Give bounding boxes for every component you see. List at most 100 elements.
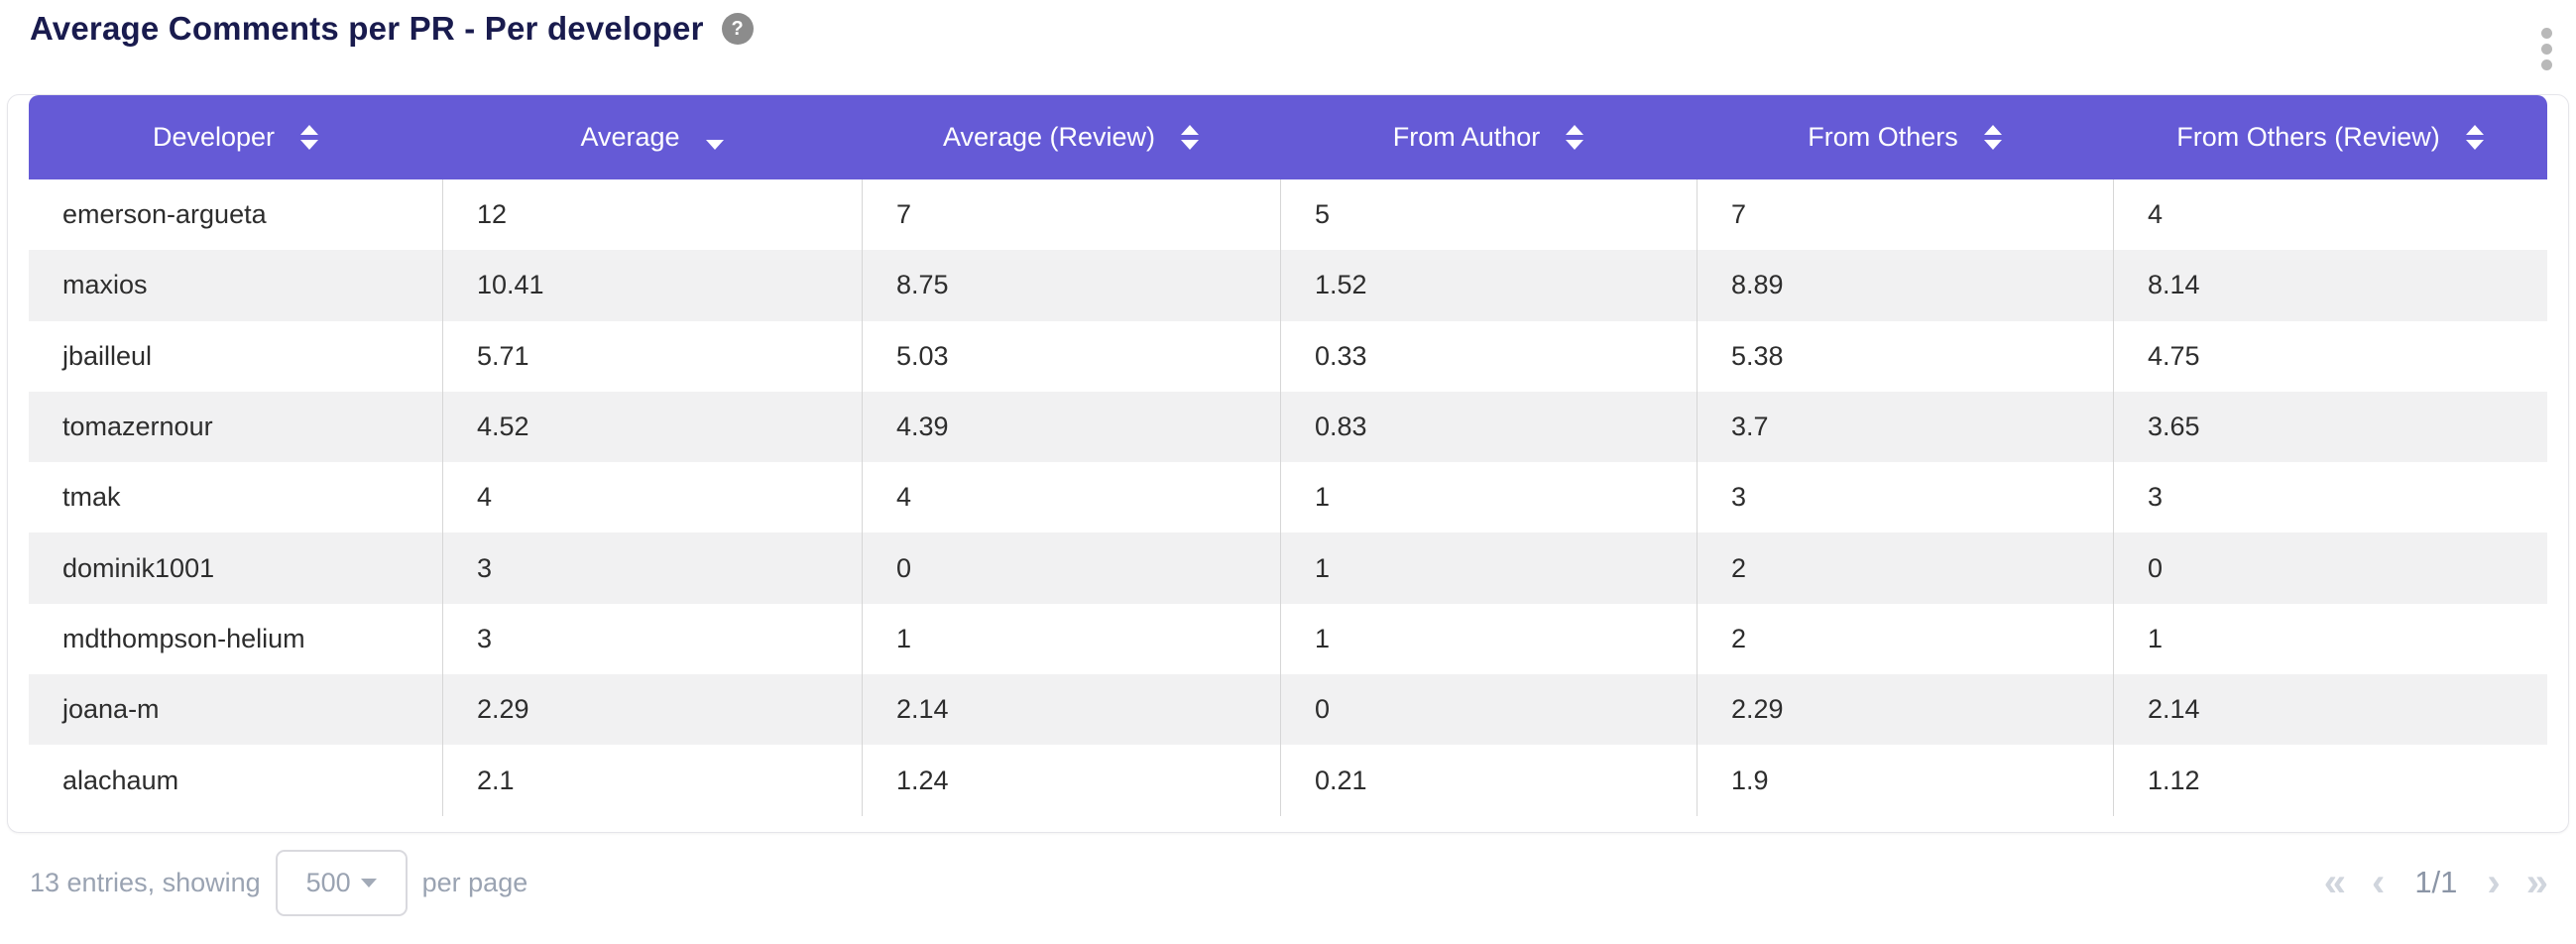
sort-icon[interactable] — [1566, 125, 1584, 150]
sort-down-arrow — [2465, 140, 2484, 150]
value-cell: 4.52 — [442, 391, 862, 463]
first-page-button[interactable]: « — [2323, 861, 2346, 904]
kebab-dot — [2541, 44, 2552, 55]
developer-cell: tomazernour — [62, 412, 213, 442]
value-cell: 4.75 — [2113, 320, 2547, 392]
value-cell: 8.89 — [1697, 250, 2113, 321]
value-cell: 1 — [1280, 532, 1697, 604]
developer-cell: joana-m — [62, 694, 160, 725]
value-cell: 1.9 — [1697, 745, 2113, 816]
value-cell: 2.14 — [2113, 674, 2547, 746]
value-cell: 5.71 — [442, 320, 862, 392]
help-icon[interactable]: ? — [721, 13, 754, 45]
table-header-row: Developer Average Average (Review) From Aut… — [29, 95, 2547, 179]
sort-up-arrow — [1566, 125, 1584, 135]
value-cell: 1 — [862, 603, 1280, 675]
table-footer: 13 entries, showing 500 per page « ‹ 1/1… — [30, 846, 2548, 919]
sort-up-arrow — [2465, 125, 2484, 135]
sort-icon[interactable] — [2465, 125, 2484, 150]
value-cell: 0.21 — [1280, 745, 1697, 816]
value-cell: 3 — [442, 603, 862, 675]
value-cell: 5 — [1280, 179, 1697, 251]
value-cell: 0.83 — [1280, 391, 1697, 463]
last-page-button[interactable]: » — [2525, 861, 2548, 904]
value-cell: 4.39 — [862, 391, 1280, 463]
value-cell: 2 — [1697, 532, 2113, 604]
table-row[interactable]: alachaum 2.1 1.24 0.21 1.9 1.12 — [29, 745, 2547, 816]
developer-cell: mdthompson-helium — [62, 623, 305, 653]
column-header-label: Average — [580, 122, 680, 152]
column-header-from-others[interactable]: From Others — [1697, 95, 2113, 179]
per-page-label: per page — [421, 867, 528, 897]
table-row[interactable]: maxios 10.41 8.75 1.52 8.89 8.14 — [29, 250, 2547, 321]
sort-down-arrow — [1983, 140, 2002, 150]
pagination: « ‹ 1/1 › » — [2324, 863, 2548, 902]
value-cell: 7 — [1697, 179, 2113, 251]
value-cell: 8.75 — [862, 250, 1280, 321]
value-cell: 2 — [1697, 603, 2113, 675]
prev-page-button[interactable]: ‹ — [2371, 861, 2386, 904]
table-body: emerson-argueta 12 7 5 7 4 maxios 10.41 8.75 1.52… — [29, 179, 2547, 816]
table-row[interactable]: joana-m 2.29 2.14 0 2.29 2.14 — [29, 674, 2547, 746]
value-cell: 4 — [2113, 179, 2547, 251]
sort-up-arrow — [1181, 125, 1200, 135]
column-header-label: From Others — [1808, 122, 1958, 152]
sort-icon[interactable] — [1983, 125, 2002, 150]
kebab-dot — [2541, 28, 2552, 39]
table-row[interactable]: tmak 4 4 1 3 3 — [29, 462, 2547, 533]
sort-down-arrow — [300, 140, 319, 150]
kebab-dot — [2541, 59, 2552, 70]
kebab-menu-icon[interactable] — [2541, 28, 2552, 70]
value-cell: 2.29 — [1697, 674, 2113, 746]
column-header-label: From Author — [1392, 122, 1541, 152]
sort-desc-icon[interactable] — [705, 125, 724, 150]
table-row[interactable]: emerson-argueta 12 7 5 7 4 — [29, 179, 2547, 251]
value-cell: 1.12 — [2113, 745, 2547, 816]
table-row[interactable]: jbailleul 5.71 5.03 0.33 5.38 4.75 — [29, 320, 2547, 392]
value-cell: 2.29 — [442, 674, 862, 746]
caret-down-icon — [360, 878, 377, 887]
page-indicator: 1/1 — [2414, 865, 2458, 899]
column-header-from-author[interactable]: From Author — [1280, 95, 1697, 179]
value-cell: 7 — [862, 179, 1280, 251]
developer-cell: emerson-argueta — [62, 199, 267, 230]
value-cell: 3 — [2113, 462, 2547, 533]
column-header-average-review[interactable]: Average (Review) — [862, 95, 1280, 179]
value-cell: 1 — [2113, 603, 2547, 675]
sort-icon[interactable] — [300, 125, 319, 150]
table-row[interactable]: dominik1001 3 0 1 2 0 — [29, 532, 2547, 604]
developer-cell: maxios — [62, 270, 148, 300]
value-cell: 0 — [1280, 674, 1697, 746]
sort-icon[interactable] — [1181, 125, 1200, 150]
value-cell: 2.14 — [862, 674, 1280, 746]
developer-cell: jbailleul — [62, 340, 153, 371]
table-row[interactable]: mdthompson-helium 3 1 1 2 1 — [29, 603, 2547, 675]
column-header-average[interactable]: Average — [442, 95, 862, 179]
value-cell: 0.33 — [1280, 320, 1697, 392]
column-header-label: Average (Review) — [942, 122, 1156, 152]
value-cell: 3.7 — [1697, 391, 2113, 463]
per-page-select[interactable]: 500 — [275, 849, 408, 916]
value-cell: 1.24 — [862, 745, 1280, 816]
value-cell: 3 — [1697, 462, 2113, 533]
per-page-controls: 13 entries, showing 500 per page — [30, 849, 528, 916]
widget-header: Average Comments per PR - Per developer … — [30, 0, 754, 58]
value-cell: 1.52 — [1280, 250, 1697, 321]
column-header-from-others-review[interactable]: From Others (Review) — [2113, 95, 2547, 179]
developer-cell: dominik1001 — [62, 552, 215, 583]
value-cell: 4 — [442, 462, 862, 533]
column-header-label: Developer — [152, 122, 276, 152]
entries-count-text: 13 entries, showing — [30, 867, 261, 897]
sort-down-arrow — [1566, 140, 1584, 150]
column-header-developer[interactable]: Developer — [29, 95, 442, 179]
value-cell: 8.14 — [2113, 250, 2547, 321]
value-cell: 0 — [862, 532, 1280, 604]
per-page-value: 500 — [305, 867, 351, 897]
value-cell: 12 — [442, 179, 862, 251]
sort-down-arrow — [1181, 140, 1200, 150]
next-page-button[interactable]: › — [2487, 861, 2501, 904]
page-title: Average Comments per PR - Per developer — [30, 10, 704, 47]
table-row[interactable]: tomazernour 4.52 4.39 0.83 3.7 3.65 — [29, 391, 2547, 463]
value-cell: 3 — [442, 532, 862, 604]
value-cell: 4 — [862, 462, 1280, 533]
